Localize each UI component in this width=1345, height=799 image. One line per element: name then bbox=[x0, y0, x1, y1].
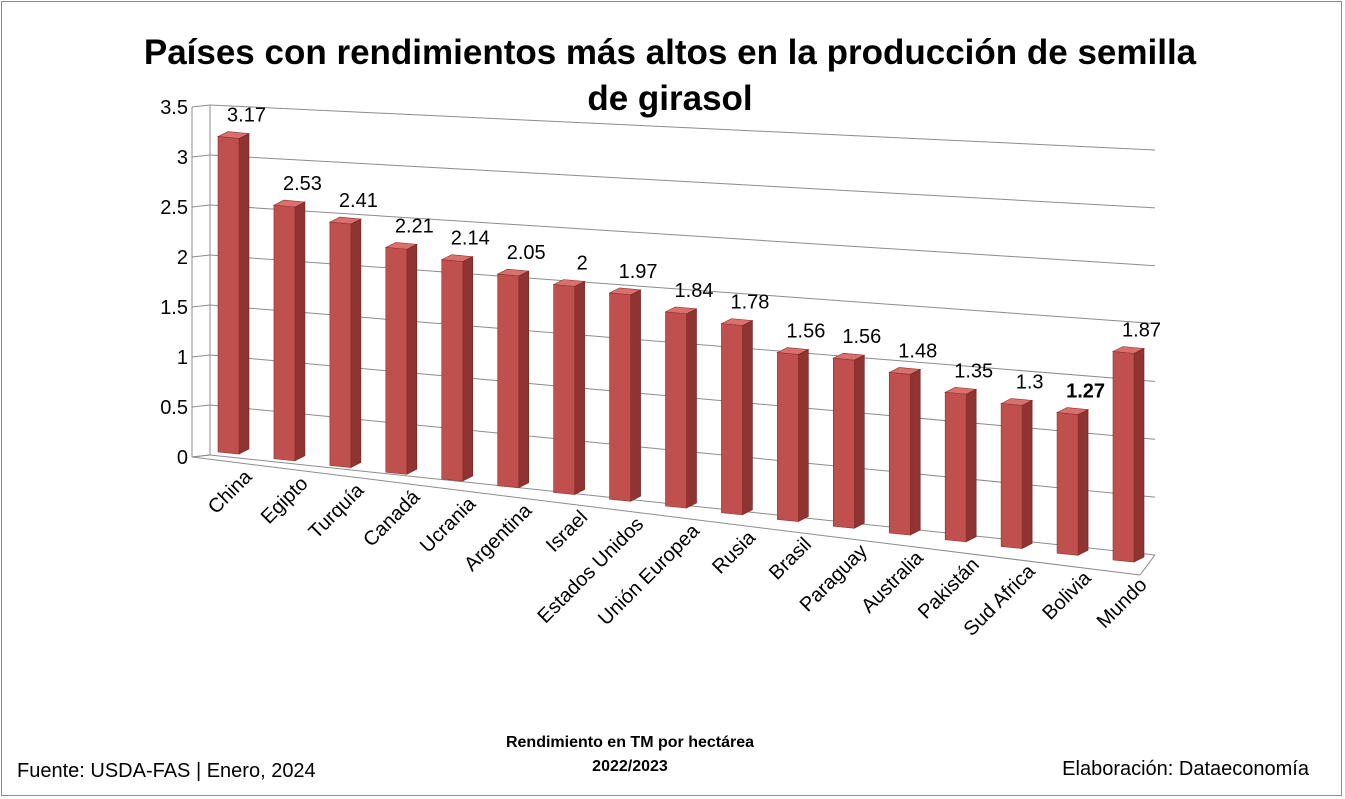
y-tick-mark bbox=[191, 304, 211, 308]
bar bbox=[1111, 346, 1146, 563]
value-label: 2.41 bbox=[339, 190, 378, 212]
value-label: 2.53 bbox=[283, 173, 322, 195]
author-note: Elaboración: Dataeconomía bbox=[1062, 758, 1309, 780]
category-label: Israel bbox=[542, 506, 592, 556]
bar bbox=[216, 131, 251, 455]
y-tick-label: 3 bbox=[177, 147, 188, 169]
value-label: 1.56 bbox=[842, 326, 881, 348]
bar bbox=[440, 254, 474, 482]
bar bbox=[664, 306, 698, 509]
y-tick-label: 2 bbox=[177, 247, 188, 269]
y-tick-label: 1.5 bbox=[160, 297, 188, 319]
x-axis-caption: Rendimiento en TM por hectárea 2022/2023 bbox=[430, 731, 830, 779]
value-label: 1.97 bbox=[619, 261, 658, 283]
bar bbox=[384, 242, 418, 475]
value-label: 2.05 bbox=[507, 242, 546, 264]
y-tick-mark bbox=[191, 104, 211, 108]
category-label: China bbox=[204, 465, 257, 518]
bar bbox=[1055, 407, 1090, 556]
value-label: 1.56 bbox=[786, 321, 825, 343]
value-labels: 3.17 2.53 2.41 2.21 2.14 2.05 2 1.97 1.84 1.78 1.5… bbox=[227, 105, 1161, 403]
bar bbox=[832, 352, 866, 529]
y-tick-label: 0 bbox=[177, 447, 188, 469]
value-label: 1.35 bbox=[954, 360, 993, 382]
bar bbox=[272, 199, 307, 462]
category-label: Estados Unidos bbox=[533, 513, 648, 628]
category-label: Rusia bbox=[708, 526, 760, 578]
gridline bbox=[209, 254, 1156, 325]
bar bbox=[944, 386, 978, 543]
bar bbox=[608, 287, 642, 502]
value-label: 2 bbox=[577, 253, 588, 275]
bar bbox=[496, 268, 530, 489]
value-label: 1.84 bbox=[675, 280, 714, 302]
value-label: 2.14 bbox=[451, 228, 490, 250]
category-label: Bolivia bbox=[1038, 567, 1096, 625]
y-tick-mark bbox=[191, 404, 211, 408]
value-label: 1.3 bbox=[1016, 372, 1044, 394]
y-tick-mark bbox=[191, 154, 211, 158]
y-axis-ticks: 0 0.5 1 1.5 2 2.5 3 3.5 bbox=[160, 97, 188, 469]
source-note: Fuente: USDA-FAS | Enero, 2024 bbox=[17, 760, 316, 782]
chart-title: Países con rendimientos más altos en la … bbox=[143, 33, 1197, 118]
value-label: 2.21 bbox=[395, 215, 434, 237]
gridline bbox=[209, 204, 1156, 267]
category-label: Turquía bbox=[305, 479, 369, 543]
floor-right-edge bbox=[1139, 554, 1156, 576]
value-label: 1.48 bbox=[898, 340, 937, 362]
category-label: Ucrania bbox=[416, 492, 481, 557]
y-tick-label: 2.5 bbox=[160, 197, 188, 219]
bar bbox=[888, 367, 922, 536]
bar bbox=[328, 216, 362, 468]
x-axis-title: Rendimiento en TM por hectárea bbox=[505, 734, 755, 751]
y-tick-label: 1 bbox=[177, 347, 188, 369]
value-label: 3.17 bbox=[227, 105, 266, 127]
value-label: 1.87 bbox=[1122, 319, 1161, 341]
y-tick-label: 3.5 bbox=[160, 97, 188, 119]
bar bbox=[1000, 398, 1034, 549]
floor-left-edge bbox=[191, 454, 211, 458]
bar bbox=[776, 347, 810, 522]
category-label: Mundo bbox=[1093, 574, 1152, 633]
y-tick-mark bbox=[191, 204, 211, 208]
y-tick-mark bbox=[191, 254, 211, 258]
bar bbox=[552, 279, 586, 495]
category-label: Egipto bbox=[257, 473, 313, 529]
gridline bbox=[209, 154, 1156, 209]
x-axis-subtitle: 2022/2023 bbox=[592, 758, 668, 775]
category-label: Brasil bbox=[765, 533, 816, 584]
bar bbox=[720, 318, 754, 516]
gridline bbox=[209, 104, 1156, 151]
bars bbox=[216, 131, 1146, 563]
floor-front-edge bbox=[191, 456, 1141, 576]
y-tick-label: 0.5 bbox=[160, 397, 188, 419]
y-tick-mark bbox=[191, 354, 211, 358]
value-label: 1.78 bbox=[730, 292, 769, 314]
value-label: 1.27 bbox=[1066, 381, 1105, 403]
